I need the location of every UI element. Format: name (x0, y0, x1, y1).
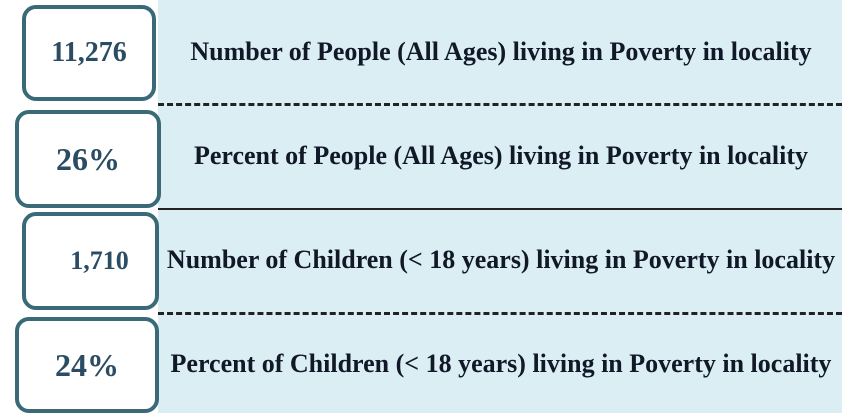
value: 11,276 (51, 37, 127, 68)
value-box: 11,276 (22, 5, 156, 101)
row-label: Number of People (All Ages) living in Po… (190, 36, 812, 66)
row-label: Percent of People (All Ages) living in P… (193, 140, 809, 170)
row: 24% Percent of Children (< 18 years) liv… (0, 312, 842, 415)
row-label: Number of Children (< 18 years) living i… (166, 244, 836, 274)
separator (158, 312, 842, 315)
value-box: 26% (15, 110, 161, 208)
row: 1,710 Number of Children (< 18 years) li… (0, 208, 842, 311)
value-box: 1,710 (22, 212, 159, 310)
value: 26% (56, 140, 120, 177)
row-label: Percent of Children (< 18 years) living … (170, 348, 832, 378)
label-panel (158, 0, 842, 413)
row: 26% Percent of People (All Ages) living … (0, 104, 842, 208)
value-box: 24% (15, 317, 159, 413)
value: 1,710 (70, 246, 129, 275)
value: 24% (55, 346, 119, 383)
separator (158, 208, 842, 210)
row: 11,276 Number of People (All Ages) livin… (0, 0, 842, 103)
separator (158, 103, 842, 106)
